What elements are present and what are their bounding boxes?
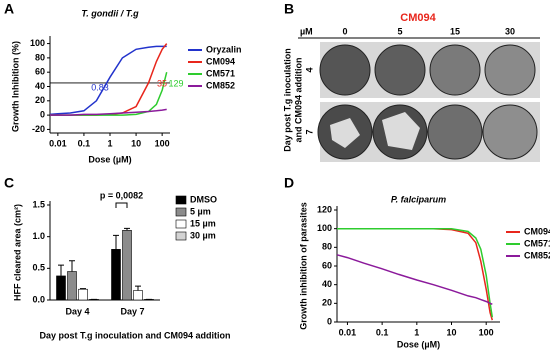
chart-title: P. falciparum bbox=[391, 194, 446, 204]
x-tick-label: 0.1 bbox=[376, 327, 389, 337]
panel-label: C bbox=[4, 175, 14, 191]
plate-well bbox=[427, 104, 483, 160]
legend-label: CM571 bbox=[206, 68, 235, 78]
error-bar bbox=[124, 227, 130, 231]
series-line bbox=[336, 254, 493, 305]
legend-label: CM852 bbox=[524, 250, 550, 260]
y-tick-label: 0.0 bbox=[32, 294, 45, 304]
series-line bbox=[50, 108, 167, 116]
x-tick-label: 100 bbox=[479, 327, 494, 337]
x-tick-label: 0.01 bbox=[339, 327, 357, 337]
x-tick-label: Day 4 bbox=[65, 306, 89, 316]
error-bar bbox=[80, 288, 86, 290]
y-tick-label: 40 bbox=[322, 279, 332, 289]
legend-label: CM852 bbox=[206, 80, 235, 90]
x-tick-label: 10 bbox=[131, 138, 141, 148]
legend-label: CM571 bbox=[524, 238, 550, 248]
row-label: 7 bbox=[304, 129, 314, 134]
plate-panel: CM094 µM 0 5 15 30 4 7 Day post T.g inoc… bbox=[282, 12, 540, 162]
axis-label: and CM094 addition bbox=[293, 57, 303, 142]
bar bbox=[78, 288, 88, 301]
x-tick-label: 0.1 bbox=[78, 138, 91, 148]
legend-swatch bbox=[175, 195, 187, 205]
y-tick-label: 20 bbox=[35, 95, 45, 105]
y-axis-label: Growth Inhibition (%) bbox=[10, 41, 20, 132]
legend-label: 5 µm bbox=[190, 206, 211, 216]
row-label: 4 bbox=[304, 67, 314, 72]
legend-swatch bbox=[175, 219, 187, 229]
y-tick-label: 0.5 bbox=[32, 263, 45, 273]
unit-label: µM bbox=[300, 26, 313, 36]
column-label: 5 bbox=[397, 26, 402, 36]
plate-well bbox=[429, 44, 481, 96]
y-tick-label: 1.0 bbox=[32, 231, 45, 241]
legend-label: 30 µm bbox=[190, 230, 216, 240]
legend-label: CM094 bbox=[206, 56, 235, 66]
annotation: 35 bbox=[157, 78, 167, 88]
panel-label: A bbox=[4, 1, 14, 17]
x-tick-label: Day 7 bbox=[120, 306, 144, 316]
series-line bbox=[337, 227, 494, 318]
y-tick-label: 80 bbox=[35, 52, 45, 62]
series-line bbox=[49, 45, 167, 116]
column-label: 0 bbox=[342, 26, 347, 36]
y-tick-label: 60 bbox=[35, 67, 45, 77]
series-line bbox=[337, 227, 494, 321]
legend-label: Oryzalin bbox=[206, 44, 242, 54]
axis-label: Day post T.g inoculation bbox=[282, 48, 292, 152]
annotation: 129 bbox=[168, 78, 183, 88]
error-bar bbox=[69, 260, 75, 272]
error-bar bbox=[58, 264, 64, 276]
x-tick-label: 1 bbox=[414, 327, 419, 337]
x-axis-label: Dose (µM) bbox=[88, 154, 131, 164]
y-tick-label: 0 bbox=[40, 109, 45, 119]
x-tick-label: 0.01 bbox=[49, 138, 67, 148]
plate-well bbox=[484, 44, 536, 96]
panel-title: CM094 bbox=[400, 12, 436, 24]
error-bar bbox=[135, 285, 141, 291]
bar bbox=[122, 230, 132, 301]
annotation: 0.83 bbox=[91, 82, 109, 92]
x-axis-label: Day post T.g inoculation and CM094 addit… bbox=[39, 330, 230, 340]
x-tick-label: 100 bbox=[155, 138, 170, 148]
panel-label: D bbox=[284, 175, 294, 191]
error-bar bbox=[113, 234, 119, 250]
annotation: p = 0,0082 bbox=[100, 190, 143, 200]
chart-title: T. gondii / T.g bbox=[81, 8, 139, 18]
y-tick-label: 1.5 bbox=[32, 199, 45, 209]
y-tick-label: -20 bbox=[32, 124, 45, 134]
cleared-area bbox=[330, 118, 360, 148]
legend-swatch bbox=[175, 231, 187, 241]
bar bbox=[111, 249, 121, 301]
plate-well bbox=[319, 44, 371, 96]
y-axis-label: HFF cleared area (cm²) bbox=[12, 204, 22, 301]
cleared-area bbox=[382, 112, 420, 150]
bar bbox=[133, 290, 143, 301]
legend-label: CM094 bbox=[524, 226, 550, 236]
bar bbox=[67, 271, 77, 301]
plate-well bbox=[374, 44, 426, 96]
x-tick-label: 1 bbox=[107, 138, 112, 148]
y-tick-label: 80 bbox=[322, 242, 332, 252]
y-tick-label: 100 bbox=[317, 223, 332, 233]
y-axis-label: Growth inhibition of parasites bbox=[298, 202, 308, 330]
y-tick-label: 20 bbox=[322, 298, 332, 308]
legend-label: 15 µm bbox=[190, 218, 216, 228]
significance-bracket bbox=[115, 202, 128, 208]
y-tick-label: 40 bbox=[35, 81, 45, 91]
legend-swatch bbox=[175, 207, 187, 217]
y-tick-label: 60 bbox=[322, 260, 332, 270]
column-label: 30 bbox=[505, 26, 515, 36]
plate-well bbox=[482, 104, 538, 160]
panel-label: B bbox=[284, 1, 294, 17]
x-axis-label: Dose (µM) bbox=[397, 339, 440, 349]
y-tick-label: 120 bbox=[317, 204, 332, 214]
y-tick-label: 0 bbox=[327, 316, 332, 326]
y-tick-label: 100 bbox=[30, 38, 45, 48]
column-label: 15 bbox=[450, 26, 460, 36]
bar bbox=[56, 275, 66, 301]
legend-label: DMSO bbox=[190, 194, 217, 204]
x-tick-label: 10 bbox=[446, 327, 456, 337]
